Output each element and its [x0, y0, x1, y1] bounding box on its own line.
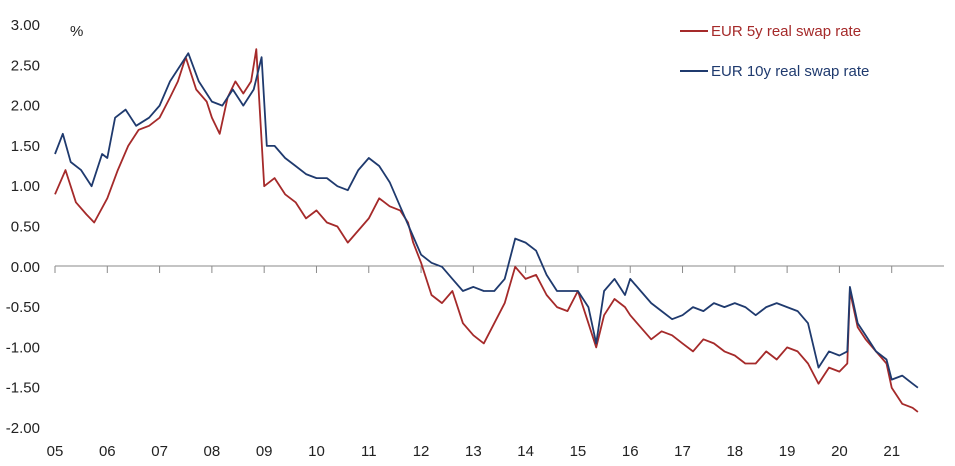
y-tick-label: 0.00: [11, 259, 40, 276]
series-line-eur-10y: [54, 52, 919, 389]
y-tick-label: 2.50: [11, 57, 40, 74]
y-tick-label: 3.00: [11, 17, 40, 34]
x-axis: 05 06 07 08 09 10 11 12 13 14 15 16 17 18 19 20 21: [47, 265, 944, 460]
series-group: [54, 48, 919, 413]
y-tick-label: -0.50: [6, 299, 40, 316]
series-line-eur-5y: [54, 48, 919, 413]
y-tick-label: 1.50: [11, 138, 40, 155]
x-tick-label: 14: [517, 443, 534, 460]
x-tick-label: 19: [779, 443, 796, 460]
x-tick-label: 06: [99, 443, 116, 460]
x-tick-label: 08: [204, 443, 221, 460]
legend-label: EUR 10y real swap rate: [711, 63, 869, 80]
x-tick-label: 11: [361, 443, 377, 460]
x-tick-label: 18: [726, 443, 743, 460]
x-tick-label: 10: [308, 443, 325, 460]
legend: EUR 5y real swap rate EUR 10y real swap r…: [680, 23, 869, 80]
x-tick-label: 17: [674, 443, 691, 460]
x-tick-label: 16: [622, 443, 639, 460]
y-tick-label: -1.50: [6, 380, 40, 397]
y-axis-ticks: 3.00 2.50 2.00 1.50 1.00 0.50 0.00 -0.50 -1.00 -1…: [6, 17, 40, 437]
x-tick-label: 12: [413, 443, 430, 460]
y-tick-label: -1.00: [6, 339, 40, 356]
y-tick-label: 1.00: [11, 178, 40, 195]
y-tick-label: 2.00: [11, 98, 40, 115]
x-tick-label: 15: [570, 443, 587, 460]
x-tick-label: 21: [883, 443, 900, 460]
x-tick-label: 05: [47, 443, 64, 460]
legend-label: EUR 5y real swap rate: [711, 23, 861, 40]
x-tick-label: 13: [465, 443, 482, 460]
x-tick-label: 09: [256, 443, 273, 460]
x-tick-label: 20: [831, 443, 848, 460]
y-unit-label: %: [70, 23, 83, 40]
x-tick-label: 07: [151, 443, 168, 460]
y-tick-label: -2.00: [6, 420, 40, 437]
y-tick-label: 0.50: [11, 219, 40, 236]
